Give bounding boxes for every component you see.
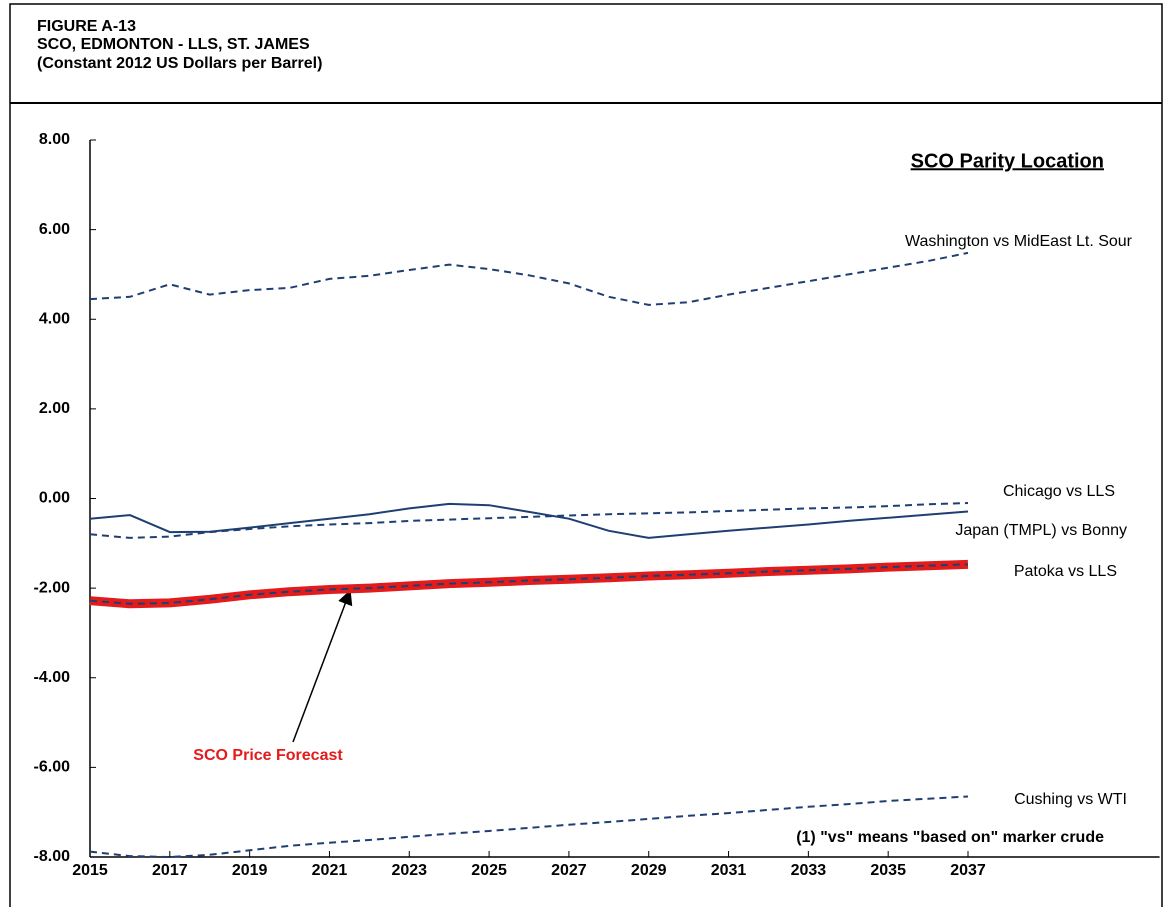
x-tick-label: 2033 <box>791 862 827 879</box>
y-tick-label: -8.00 <box>34 848 71 865</box>
frame <box>9 3 1163 907</box>
series-line <box>89 563 969 605</box>
series-label: Washington vs MidEast Lt. Sour <box>905 233 1133 250</box>
y-tick-label: 8.00 <box>39 131 70 148</box>
note: (1) "vs" means "based on" marker crude <box>796 829 1104 846</box>
x-tick-label: 2021 <box>312 862 348 879</box>
y-tick-label: -2.00 <box>34 579 71 596</box>
x-tick-label: 2025 <box>471 862 507 879</box>
series-label: Chicago vs LLS <box>1003 483 1115 500</box>
x-tick-label: 2029 <box>631 862 667 879</box>
chart-title: FIGURE A-13 <box>37 18 136 35</box>
y-tick-label: 4.00 <box>39 310 70 327</box>
series-label: Patoka vs LLS <box>1014 563 1117 580</box>
x-tick-label: 2019 <box>232 862 268 879</box>
series-line <box>89 502 969 539</box>
legend-title: SCO Parity Location <box>911 150 1104 172</box>
series-line <box>89 795 969 858</box>
series-line <box>89 251 969 306</box>
arrow <box>292 589 353 743</box>
x-tick-label: 2035 <box>870 862 906 879</box>
x-tick-label: 2027 <box>551 862 587 879</box>
series-label: SCO Price Forecast <box>193 747 343 764</box>
series-label: Japan (TMPL) vs Bonny <box>955 522 1127 539</box>
y-tick-label: -6.00 <box>34 759 71 776</box>
series-line <box>89 502 969 539</box>
chart-title: SCO, EDMONTON - LLS, ST. JAMES <box>37 36 310 53</box>
x-tick-label: 2017 <box>152 862 188 879</box>
y-tick-label: 6.00 <box>39 221 70 238</box>
y-tick-label: 2.00 <box>39 400 70 417</box>
chart-title: (Constant 2012 US Dollars per Barrel) <box>37 55 322 72</box>
x-tick-label: 2031 <box>711 862 747 879</box>
series-label: Cushing vs WTI <box>1014 791 1127 808</box>
x-tick-label: 2037 <box>950 862 986 879</box>
y-tick-label: 0.00 <box>39 490 70 507</box>
x-tick-label: 2015 <box>72 862 108 879</box>
y-tick-label: -4.00 <box>34 669 71 686</box>
x-tick-label: 2023 <box>391 862 427 879</box>
